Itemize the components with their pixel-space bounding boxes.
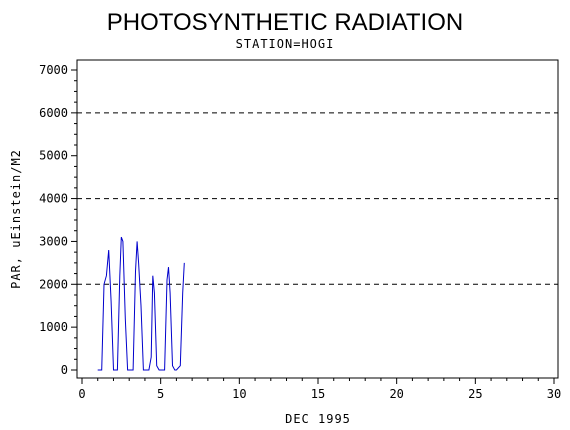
x-axis: 0 5 10 15 20 25 30: [78, 378, 561, 401]
y-axis: 0 1000 2000 3000 4000 5000 6000 7000: [39, 63, 77, 377]
y-tick-label-3: 3000: [39, 234, 68, 248]
chart-title: PHOTOSYNTHETIC RADIATION: [107, 9, 463, 36]
reference-lines: [77, 112, 558, 285]
x-tick-label-2: 10: [232, 387, 246, 401]
x-tick-label-3: 15: [311, 387, 325, 401]
y-tick-label-0: 0: [61, 363, 68, 377]
plot-frame: [76, 59, 559, 379]
x-tick-label-0: 0: [78, 387, 85, 401]
y-axis-label: PAR, uEinstein/M2: [9, 149, 23, 289]
series-line-0: [97, 236, 185, 371]
y-tick-label-7: 7000: [39, 63, 68, 77]
x-tick-label-5: 25: [468, 387, 482, 401]
x-tick-label-1: 5: [157, 387, 164, 401]
y-tick-label-2: 2000: [39, 277, 68, 291]
y-tick-label-5: 5000: [39, 149, 68, 163]
y-tick-label-6: 6000: [39, 106, 68, 120]
chart-subtitle: STATION=HOGI: [236, 37, 335, 51]
y-tick-label-1: 1000: [39, 320, 68, 334]
x-tick-label-6: 30: [547, 387, 561, 401]
x-tick-label-4: 20: [389, 387, 403, 401]
x-axis-label: DEC 1995: [285, 412, 351, 426]
series: [97, 236, 185, 371]
y-tick-label-4: 4000: [39, 192, 68, 206]
